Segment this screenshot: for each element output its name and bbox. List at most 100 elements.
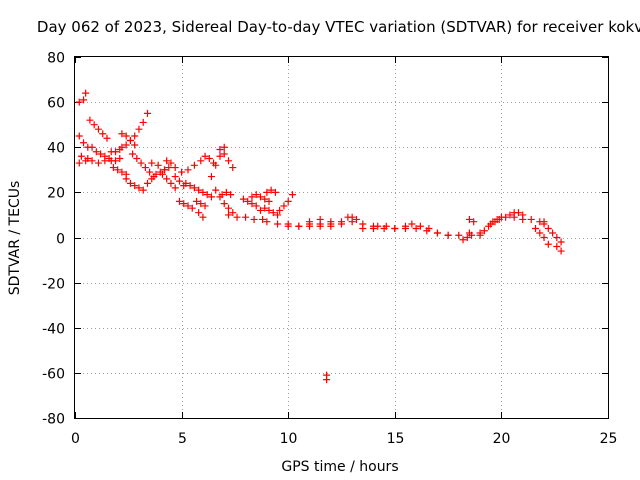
data-point <box>80 96 88 104</box>
series-arc-30 <box>218 188 235 199</box>
series-arc-13 <box>122 175 147 194</box>
data-point <box>425 224 433 232</box>
data-point <box>118 143 126 151</box>
data-point <box>465 215 473 223</box>
data-point <box>75 159 83 167</box>
data-point <box>135 125 143 133</box>
data-point <box>126 179 134 187</box>
data-point <box>82 89 90 97</box>
series-arc-27 <box>207 143 228 181</box>
data-point <box>239 195 247 203</box>
series-arc-50 <box>465 215 478 226</box>
y-axis-title: SDTVAR / TECUs <box>7 181 23 296</box>
series-arc-24 <box>195 209 207 221</box>
data-point <box>175 177 183 185</box>
series-arc-45 <box>374 222 399 232</box>
data-point <box>327 222 335 230</box>
data-point <box>248 200 256 208</box>
series-arc-29 <box>212 186 237 217</box>
data-point <box>401 222 409 230</box>
series-arc-57 <box>540 220 565 246</box>
data-point <box>502 213 510 221</box>
data-point <box>99 130 107 138</box>
data-point <box>199 188 207 196</box>
data-point <box>201 202 209 210</box>
data-point <box>444 231 452 239</box>
series-arc-21 <box>178 157 205 176</box>
series-arc-16 <box>148 159 169 174</box>
series-arc-32 <box>239 195 264 214</box>
data-point <box>171 184 179 192</box>
data-point <box>557 247 565 255</box>
data-point <box>193 197 201 205</box>
data-point <box>186 182 194 190</box>
data-point <box>178 168 186 176</box>
series-arc-12 <box>118 130 139 149</box>
data-point <box>544 224 552 232</box>
data-point <box>195 209 203 217</box>
data-point <box>252 202 260 210</box>
data-point <box>146 168 154 176</box>
series-arc-23 <box>193 197 209 210</box>
data-point <box>252 191 260 199</box>
data-point <box>131 132 139 140</box>
series-arc-02 <box>75 96 88 106</box>
data-point <box>455 231 463 239</box>
data-point <box>75 132 83 140</box>
series-arc-31 <box>225 211 267 223</box>
data-point <box>274 211 282 219</box>
series-arc-33 <box>248 191 273 205</box>
data-point <box>184 166 192 174</box>
series-arc-25 <box>199 188 215 201</box>
data-point <box>94 159 102 167</box>
data-point <box>88 143 96 151</box>
y-tick-label: -40 <box>42 322 65 338</box>
data-point <box>118 168 126 176</box>
series-arc-47 <box>408 220 433 232</box>
data-point <box>557 238 565 246</box>
data-point <box>352 215 360 223</box>
data-point <box>129 150 137 158</box>
data-point <box>271 188 279 196</box>
data-point <box>222 188 230 196</box>
data-point <box>323 376 331 384</box>
series-arc-20 <box>175 197 196 212</box>
data-point <box>491 218 499 226</box>
data-point <box>84 155 92 163</box>
data-point <box>269 209 277 217</box>
series-arc-46 <box>401 222 452 239</box>
data-point <box>229 209 237 217</box>
data-point <box>184 202 192 210</box>
data-point <box>225 204 233 212</box>
data-point <box>540 234 548 241</box>
data-point <box>122 141 130 149</box>
data-point <box>553 243 561 251</box>
y-tick-label: 60 <box>47 96 65 112</box>
data-point <box>139 186 147 194</box>
x-axis-title: GPS time / hours <box>281 459 398 475</box>
data-point <box>338 220 345 228</box>
data-point <box>476 231 484 239</box>
data-point <box>229 164 237 172</box>
series-arc-19 <box>171 173 188 190</box>
data-point <box>519 215 527 223</box>
series-arc-26 <box>201 152 218 167</box>
data-point <box>225 157 233 165</box>
data-point <box>182 179 190 187</box>
data-point <box>227 191 235 199</box>
data-point <box>470 218 478 226</box>
data-point <box>199 213 207 221</box>
data-point <box>131 141 139 149</box>
data-point <box>103 134 111 142</box>
data-point <box>316 215 324 223</box>
data-point <box>86 116 94 124</box>
data-point <box>88 157 96 165</box>
data-point <box>284 197 292 205</box>
data-point <box>220 143 228 151</box>
data-point <box>369 224 377 232</box>
y-tick-label: -80 <box>42 412 65 428</box>
series-arc-48 <box>433 229 484 239</box>
series-arc-09 <box>107 155 124 165</box>
data-point <box>359 224 367 232</box>
